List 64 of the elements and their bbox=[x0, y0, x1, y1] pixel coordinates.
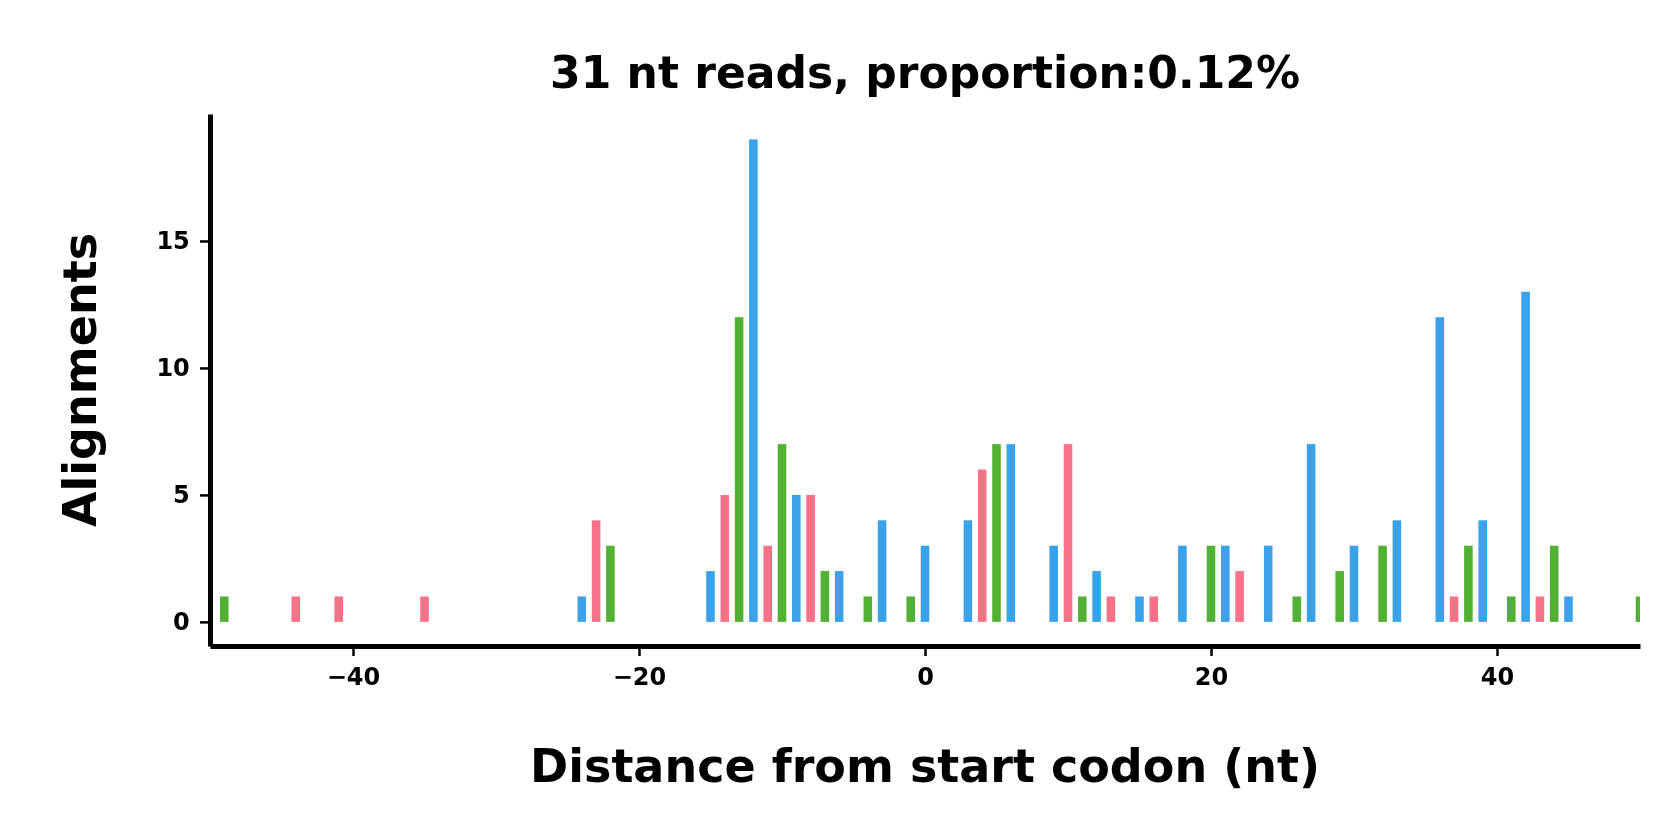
bar bbox=[1206, 545, 1216, 622]
bar bbox=[863, 596, 873, 622]
bar bbox=[591, 520, 601, 622]
bar bbox=[1535, 596, 1545, 622]
y-tick-label: 10 bbox=[156, 354, 190, 383]
x-tick-label: 20 bbox=[1194, 663, 1229, 692]
bar bbox=[1106, 596, 1116, 622]
bar bbox=[1263, 545, 1273, 622]
bar bbox=[1464, 545, 1473, 622]
x-tick-label: −20 bbox=[612, 663, 667, 692]
bar bbox=[1292, 596, 1302, 622]
bar bbox=[977, 469, 987, 622]
bar bbox=[1092, 571, 1101, 622]
bar bbox=[1235, 571, 1244, 622]
bar bbox=[1063, 444, 1073, 622]
chart-title: 31 nt reads, proportion:0.12% bbox=[550, 47, 1300, 98]
bar bbox=[1507, 596, 1516, 622]
bar bbox=[1135, 596, 1144, 622]
bar bbox=[420, 596, 429, 622]
bar bbox=[1306, 444, 1316, 622]
bar bbox=[1392, 520, 1402, 622]
bar bbox=[577, 596, 587, 622]
bar bbox=[220, 596, 229, 622]
bar bbox=[1478, 520, 1487, 622]
bar bbox=[749, 139, 758, 622]
bar bbox=[834, 571, 844, 622]
x-tick-label: −40 bbox=[326, 663, 381, 692]
bar bbox=[1521, 291, 1530, 622]
bar bbox=[1149, 596, 1159, 622]
x-axis-title: Distance from start codon (nt) bbox=[530, 739, 1320, 793]
bar bbox=[1435, 317, 1445, 622]
bar bbox=[720, 494, 730, 622]
bar bbox=[1549, 545, 1559, 622]
bar bbox=[763, 545, 772, 622]
y-axis-title: Alignments bbox=[53, 232, 107, 528]
bar bbox=[706, 571, 715, 622]
bar bbox=[291, 596, 301, 622]
bar bbox=[1564, 596, 1573, 622]
bar bbox=[820, 571, 830, 622]
bar bbox=[877, 520, 887, 622]
bar bbox=[1378, 545, 1387, 622]
y-tick-label: 0 bbox=[173, 608, 190, 637]
bar bbox=[606, 545, 615, 622]
x-tick-label: 0 bbox=[917, 663, 934, 692]
bar bbox=[734, 317, 744, 622]
x-tick-label: 40 bbox=[1480, 663, 1515, 692]
bar bbox=[1349, 545, 1359, 622]
bar bbox=[1178, 545, 1187, 622]
bar bbox=[963, 520, 973, 622]
bar bbox=[806, 494, 815, 622]
bar bbox=[1449, 596, 1459, 622]
bar bbox=[1049, 545, 1058, 622]
bar bbox=[906, 596, 915, 622]
bar bbox=[334, 596, 343, 622]
bar bbox=[1078, 596, 1087, 622]
bar bbox=[1335, 571, 1344, 622]
y-tick-label: 15 bbox=[156, 227, 190, 256]
bar bbox=[920, 545, 930, 622]
bar bbox=[777, 444, 787, 622]
y-tick-label: 5 bbox=[173, 481, 190, 510]
bar bbox=[1221, 545, 1230, 622]
bar bbox=[792, 494, 801, 622]
bar bbox=[992, 444, 1001, 622]
bar bbox=[1006, 444, 1016, 622]
